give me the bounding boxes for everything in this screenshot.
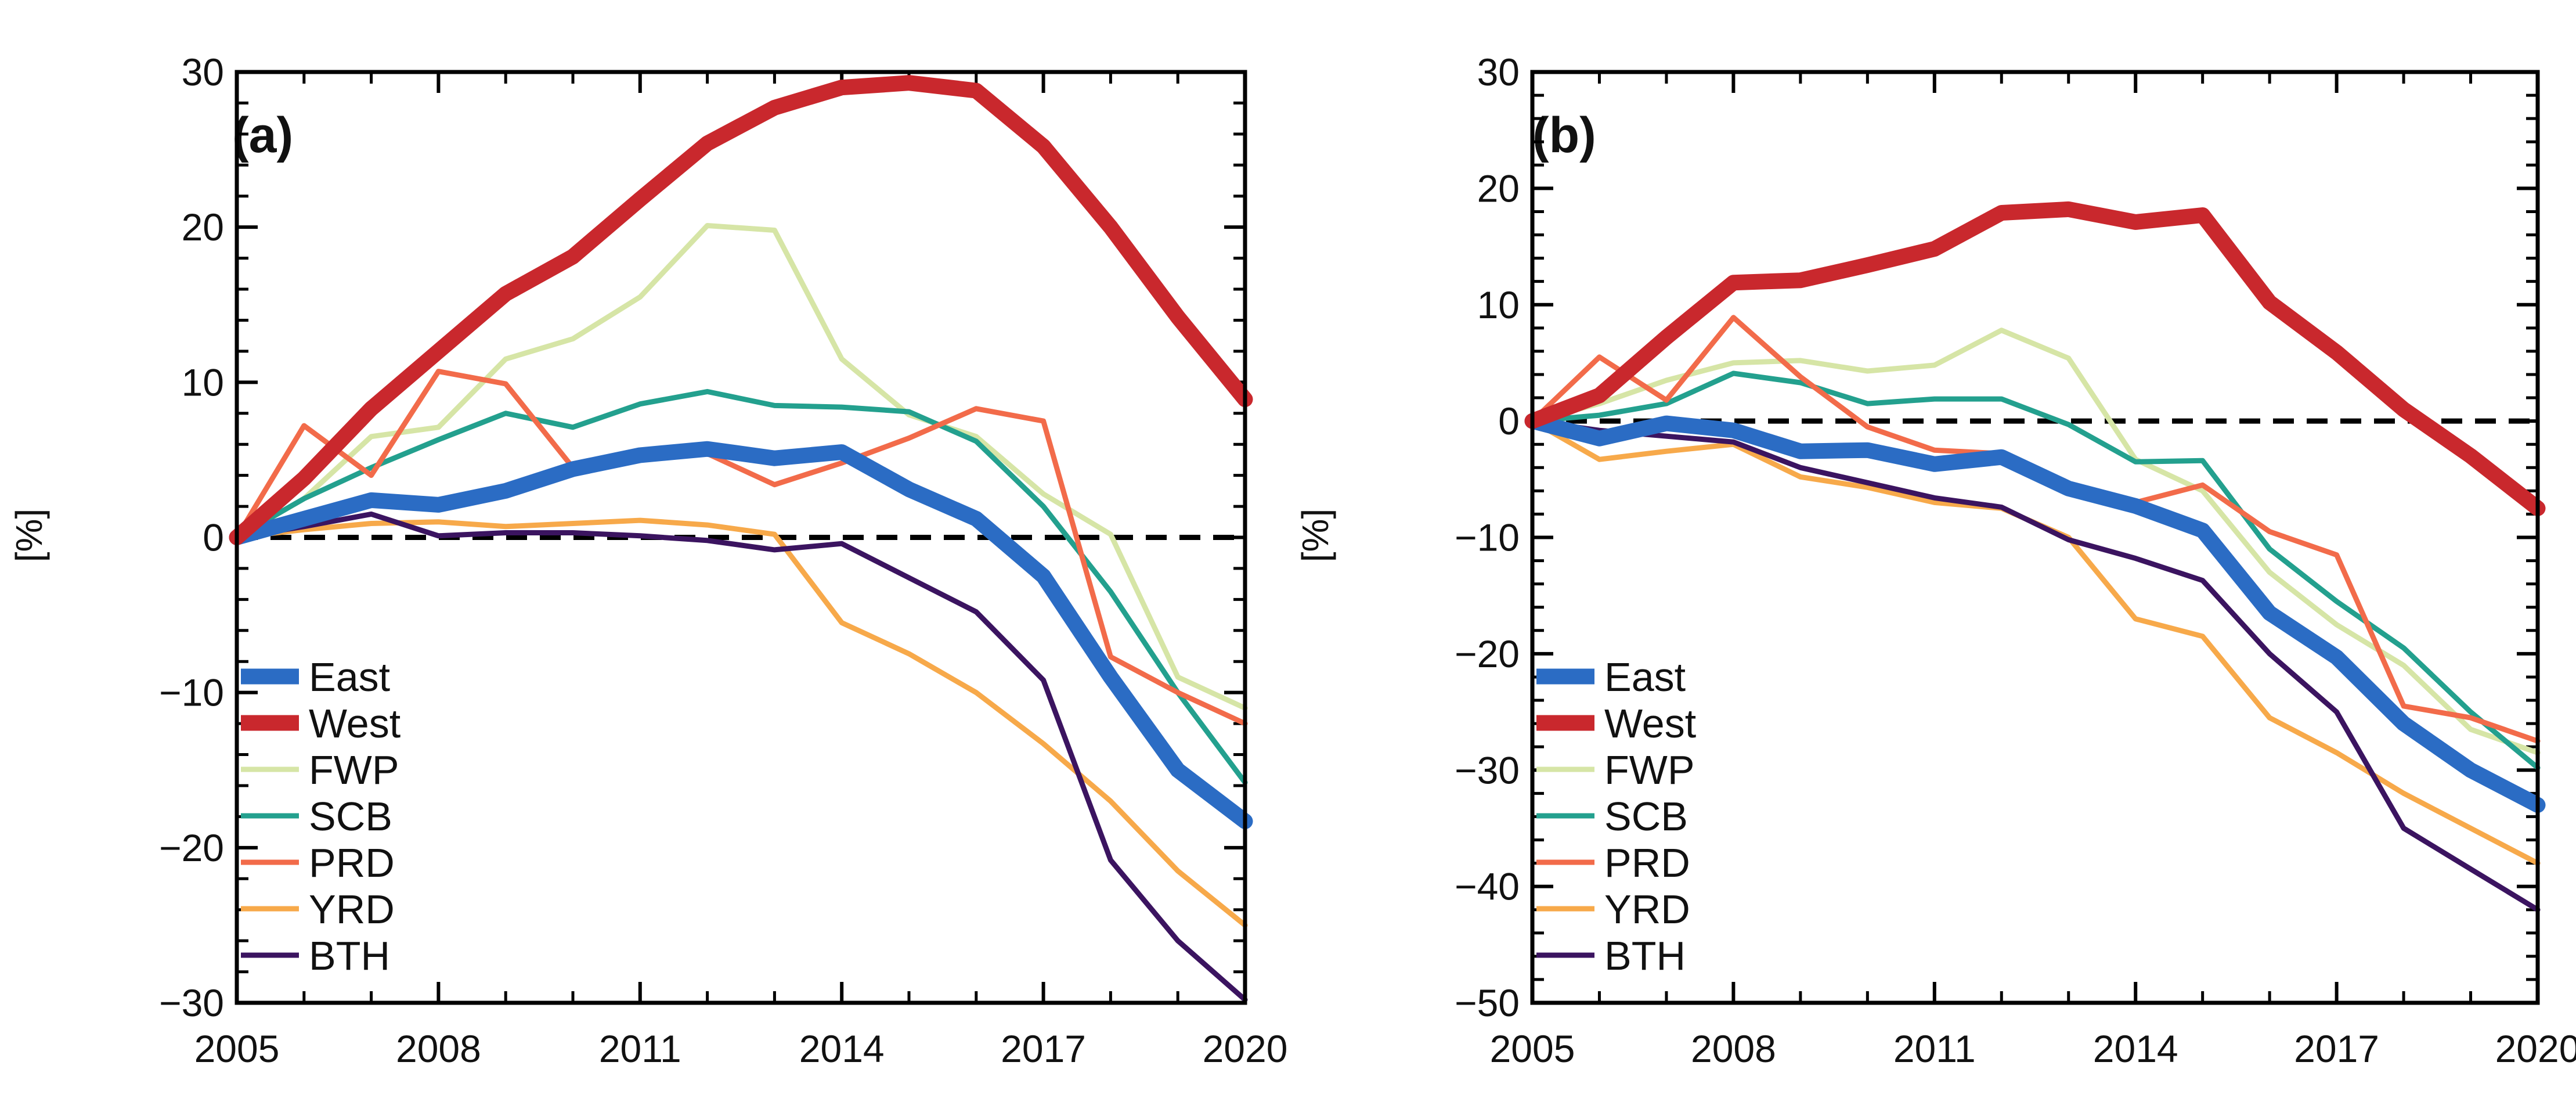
legend-label-fwp: FWP [309,747,399,793]
legend-label-west: West [309,701,401,746]
panel-label: (b) [1532,107,1596,163]
y-tick-label: 30 [1477,51,1520,93]
legend-label-yrd: YRD [1604,887,1690,932]
legend-label-bth: BTH [309,933,390,978]
legend-label-scb: SCB [1604,794,1688,839]
x-tick-label: 2008 [1691,1027,1776,1070]
y-tick-label: 20 [182,206,224,249]
series-line-east [229,441,1253,829]
x-tick-label: 2011 [599,1027,681,1070]
series-lines [229,75,1253,1003]
legend: East West FWP SCB PRD YRD BTH [241,654,401,978]
legend-label-fwp: FWP [1604,747,1695,793]
x-tick-label: 2020 [1203,1027,1288,1070]
y-tick-label: 0 [203,516,224,559]
legend-label-east: East [1604,654,1686,700]
y-tick-label: −20 [159,826,224,869]
y-tick-label: 0 [1498,399,1520,442]
x-tick-label: 2005 [1490,1027,1575,1070]
legend-label-east: East [309,654,390,700]
y-axis-ticks: 30 20 10 0 −10 −20 −30 −40 −50 [1455,51,2538,1024]
x-tick-label: 2020 [2495,1027,2576,1070]
y-tick-label: 10 [182,361,224,404]
y-tick-label: −30 [1455,748,1520,791]
y-tick-label: 30 [182,51,224,93]
x-tick-label: 2005 [194,1027,280,1070]
series-line-bth [234,511,1248,1003]
legend-label-prd: PRD [1604,840,1690,886]
y-tick-label: −20 [1455,632,1520,675]
x-tick-label: 2011 [1893,1027,1976,1070]
y-tick-label: −10 [159,671,224,714]
series-line-scb [234,388,1248,786]
series-line-east [1524,413,2546,813]
legend-label-west: West [1604,701,1696,746]
x-tick-label: 2014 [2093,1027,2178,1070]
plot-frame [234,70,1247,1005]
x-tick-label: 2017 [1001,1027,1086,1070]
x-tick-label: 2017 [2294,1027,2379,1070]
series-lines [1524,201,2546,913]
series-line-bth [1529,418,2541,913]
series-line-west [1524,201,2546,516]
series-line-west [229,75,1253,545]
y-axis-label: [%] [8,509,50,562]
legend: East West FWP SCB PRD YRD BTH [1536,654,1696,978]
series-line-fwp [1529,327,2541,755]
y-tick-label: −40 [1455,865,1520,908]
x-axis-ticks: 2005 2008 2011 2014 2017 2020 [1490,72,2576,1070]
legend-label-yrd: YRD [309,887,395,932]
y-tick-label: −50 [1455,981,1520,1024]
y-tick-label: 10 [1477,283,1520,326]
y-axis-ticks: 30 20 10 0 −10 −20 −30 [159,51,1245,1024]
y-axis-label: [%] [1294,509,1336,562]
legend-label-scb: SCB [309,794,392,839]
x-tick-label: 2014 [799,1027,885,1070]
y-tick-label: −30 [159,981,224,1024]
series-line-fwp [234,223,1248,711]
y-tick-label: −10 [1455,516,1520,559]
series-line-prd [234,369,1248,726]
legend-label-bth: BTH [1604,933,1686,978]
y-tick-label: 20 [1477,167,1520,210]
plot-frame [1530,70,2540,1005]
legend-label-prd: PRD [309,840,395,886]
x-tick-label: 2008 [396,1027,481,1070]
